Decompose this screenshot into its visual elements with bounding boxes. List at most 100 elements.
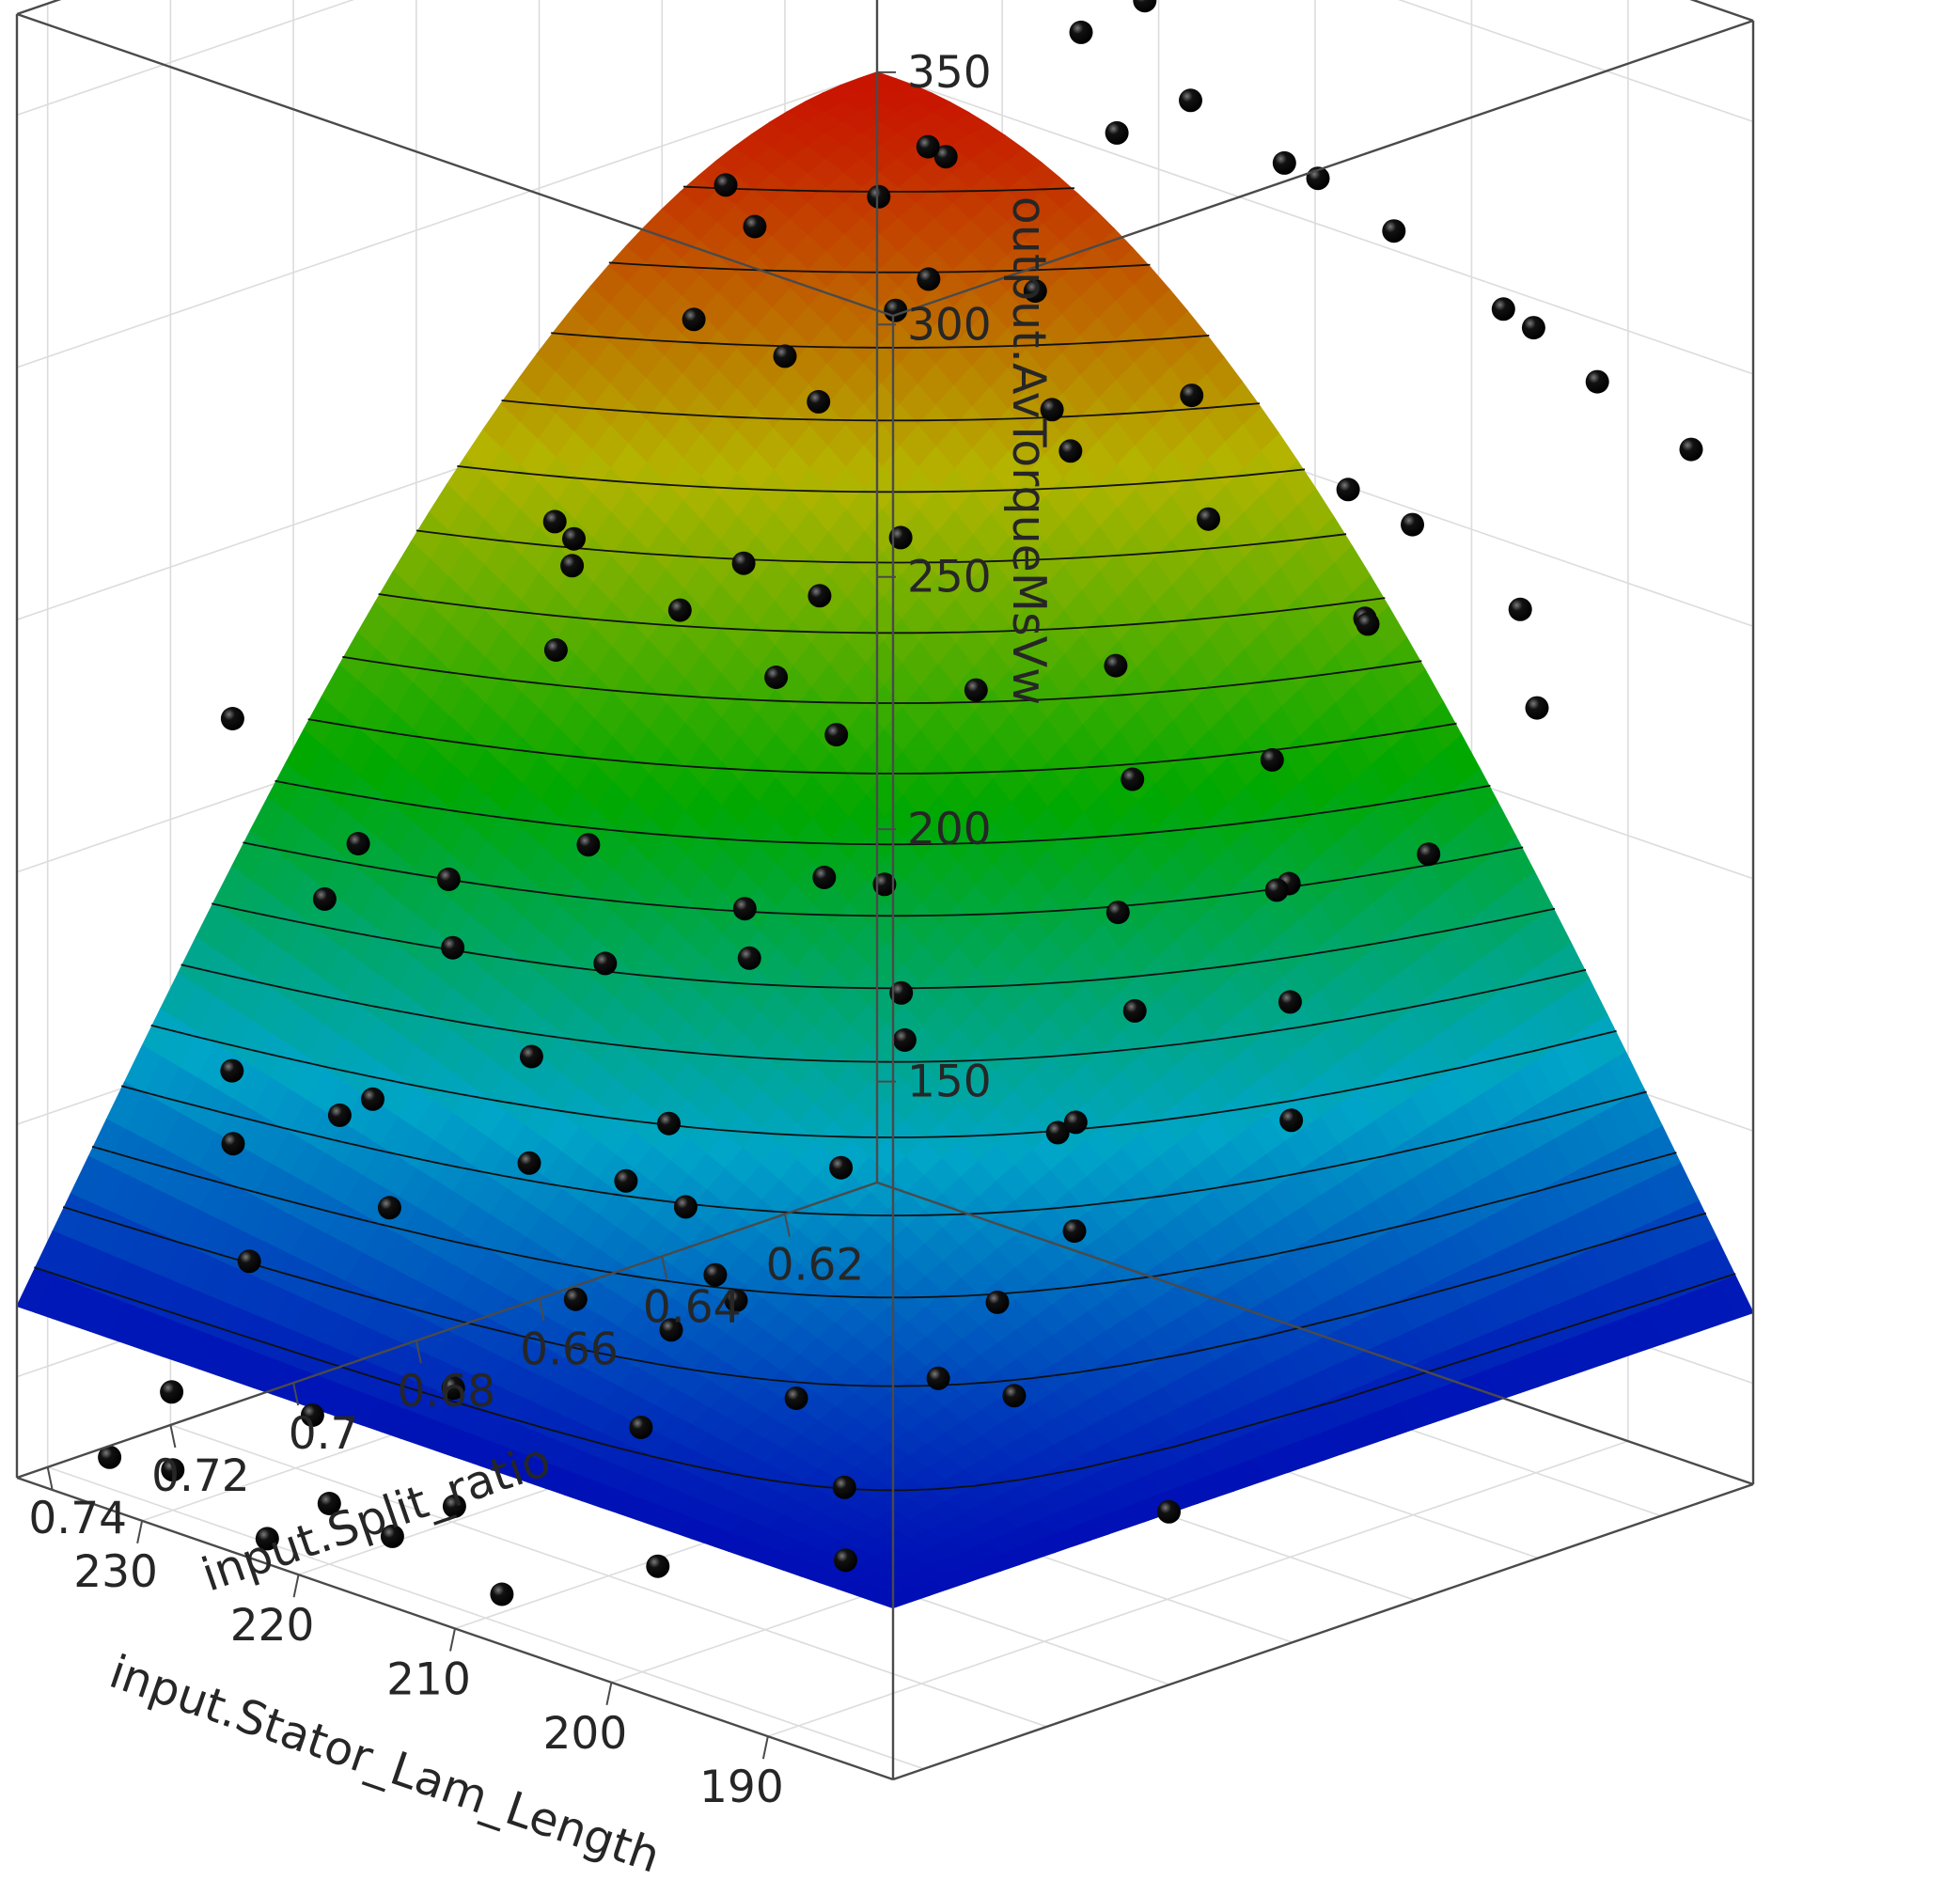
contour-line: [457, 465, 1306, 494]
scatter-point: [964, 678, 988, 702]
scatter-point: [1179, 88, 1202, 113]
axis-line: [16, 1181, 878, 1480]
scatter-point: [1062, 1219, 1087, 1244]
scatter-point: [220, 1058, 244, 1083]
x-tick-label: 190: [699, 1762, 784, 1813]
y-tick-label: 0.62: [766, 1240, 865, 1292]
scatter-point: [872, 872, 897, 897]
scatter-point: [614, 1168, 638, 1193]
scatter-point: [867, 184, 891, 209]
axis-line: [876, 1181, 1754, 1486]
scatter-point: [563, 1287, 588, 1311]
y-tick-label: 0.68: [397, 1366, 495, 1418]
scatter-point: [380, 1524, 404, 1548]
scatter-point: [377, 1196, 401, 1220]
surface-layer: [16, 71, 1754, 1609]
scatter-point: [160, 1380, 184, 1404]
grid-line: [16, 0, 355, 117]
y-tick: [538, 1298, 545, 1322]
y-tick-label: 0.66: [520, 1324, 619, 1375]
scatter-point: [1058, 439, 1083, 463]
x-tick: [605, 1682, 613, 1706]
scatter-point: [346, 832, 370, 855]
scatter-point: [1679, 437, 1703, 462]
scatter-point: [917, 267, 941, 291]
scatter-point: [490, 1582, 514, 1606]
contour-line: [501, 400, 1261, 422]
z-tick-label: 150: [907, 1057, 992, 1108]
y-tick-label: 0.74: [28, 1493, 127, 1544]
scatter-point: [713, 173, 738, 197]
scatter-point: [593, 951, 618, 976]
axis-line: [892, 19, 1754, 318]
scatter-point: [1002, 1384, 1027, 1408]
z-tick-label: 200: [907, 804, 992, 855]
scatter-point: [829, 1155, 854, 1180]
scatter-point: [884, 298, 908, 322]
scatter-point: [237, 1249, 261, 1274]
scatter-point: [255, 1527, 279, 1551]
scatter-point: [442, 1494, 466, 1518]
scatter-point: [808, 584, 832, 608]
scatter-point: [1279, 1108, 1304, 1133]
z-tick-label: 350: [907, 47, 992, 99]
contour-line: [608, 261, 1151, 274]
x-tick-label: 220: [230, 1600, 315, 1652]
scatter-point: [1121, 767, 1145, 791]
grid-line: [16, 71, 878, 368]
scatter-point: [1401, 512, 1424, 537]
z-axis-title: output.AvTorqueMsVw: [1002, 196, 1056, 705]
scatter-point: [807, 389, 831, 414]
scatter-point: [682, 307, 706, 332]
contour-line: [378, 593, 1386, 634]
contour-line: [120, 1085, 1647, 1216]
scatter-point: [824, 723, 849, 747]
scatter-point: [1585, 369, 1609, 394]
surface-patch: [16, 1267, 55, 1313]
scatter-point: [1272, 150, 1296, 175]
scatter-point: [737, 946, 761, 970]
scatter-point: [731, 551, 756, 575]
axis-line: [16, 0, 62, 16]
scatter-point: [543, 638, 568, 662]
axis-line: [16, 12, 894, 318]
x-tick: [292, 1574, 300, 1598]
grid-line: [47, 1466, 924, 1770]
x-tick: [136, 1520, 144, 1544]
scatter-point: [1417, 842, 1441, 867]
scatter-point: [743, 214, 767, 239]
scatter-point: [985, 1290, 1010, 1314]
scatter-point: [327, 1103, 352, 1127]
grid-line: [767, 1440, 1629, 1737]
scatter-point: [812, 865, 837, 889]
scatter-point: [98, 1445, 122, 1469]
scatter-point: [732, 897, 757, 921]
scatter-point: [1525, 696, 1549, 720]
scatter-point: [361, 1087, 384, 1111]
scatter-point: [1508, 597, 1532, 621]
contour-line: [416, 529, 1347, 564]
y-tick-label: 0.72: [151, 1450, 250, 1502]
x-tick-label: 210: [386, 1654, 471, 1706]
scatter-point: [1336, 478, 1360, 502]
grid-line: [170, 1424, 1047, 1728]
scatter-point: [542, 509, 567, 534]
contour-line: [342, 655, 1422, 704]
scatter-point: [832, 1475, 856, 1499]
contour-line: [62, 1206, 1707, 1387]
scatter-point: [667, 598, 692, 622]
contour-line: [34, 1266, 1736, 1492]
scatter-point: [1104, 653, 1128, 678]
scatter-point: [1278, 990, 1302, 1014]
scatter-point: [889, 980, 914, 1005]
scatter-point: [436, 867, 461, 891]
scatter-point: [161, 1458, 185, 1482]
scatter-point: [703, 1262, 728, 1287]
scatter-point: [1045, 1120, 1070, 1145]
scatter-point: [629, 1416, 653, 1439]
y-tick: [661, 1256, 668, 1279]
scatter-point: [888, 525, 913, 550]
y-tick: [783, 1214, 791, 1237]
